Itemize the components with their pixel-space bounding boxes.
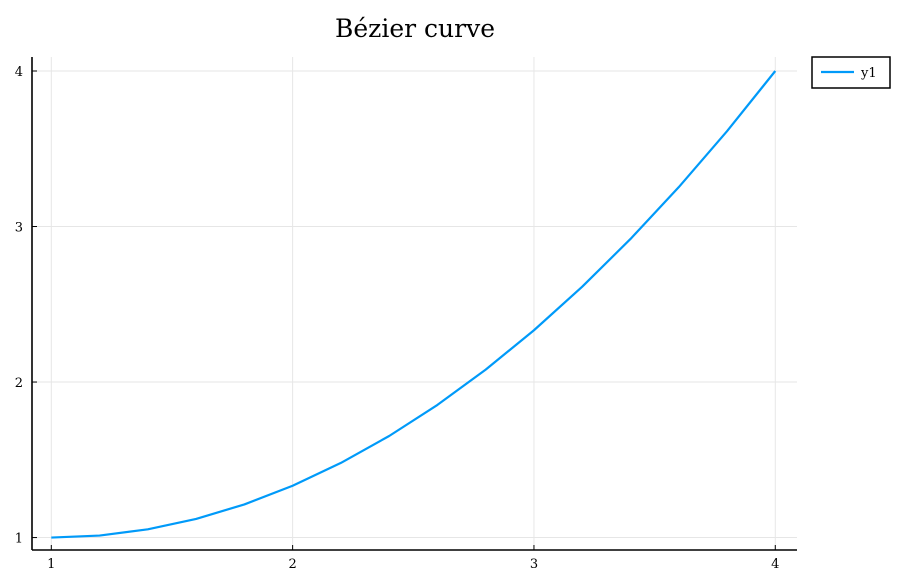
- axes: [31, 57, 797, 551]
- x-ticks: 1 2 3 4: [47, 545, 779, 572]
- y-tick-label: 2: [15, 376, 23, 391]
- x-tick-label: 4: [771, 557, 779, 572]
- y-tick-label: 4: [15, 65, 23, 80]
- x-tick-label: 3: [530, 557, 538, 572]
- x-tick-label: 2: [288, 557, 296, 572]
- x-tick-label: 1: [47, 557, 55, 572]
- chart-title: Bézier curve: [335, 14, 495, 43]
- y-tick-label: 1: [15, 532, 23, 547]
- series-group: [51, 70, 777, 539]
- grid: [32, 57, 797, 550]
- series-line-y1: [51, 70, 777, 539]
- y-ticks: 1 2 3 4: [15, 65, 37, 547]
- y-tick-label: 3: [15, 221, 23, 236]
- legend: y1: [811, 56, 891, 89]
- legend-label-y1: y1: [860, 66, 877, 81]
